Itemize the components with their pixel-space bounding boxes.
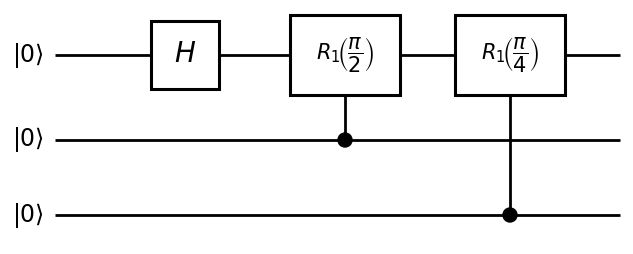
Text: $|0\rangle$: $|0\rangle$ xyxy=(12,125,44,154)
FancyBboxPatch shape xyxy=(151,21,219,89)
Text: $R_1\!\left(\dfrac{\pi}{2}\right)$: $R_1\!\left(\dfrac{\pi}{2}\right)$ xyxy=(316,36,374,74)
Circle shape xyxy=(503,208,517,222)
Text: $|0\rangle$: $|0\rangle$ xyxy=(12,200,44,230)
Text: $R_1\!\left(\dfrac{\pi}{4}\right)$: $R_1\!\left(\dfrac{\pi}{4}\right)$ xyxy=(481,36,539,74)
Text: $|0\rangle$: $|0\rangle$ xyxy=(12,40,44,70)
FancyBboxPatch shape xyxy=(290,15,400,95)
Circle shape xyxy=(338,133,352,147)
FancyBboxPatch shape xyxy=(455,15,565,95)
Text: $H$: $H$ xyxy=(174,41,196,69)
